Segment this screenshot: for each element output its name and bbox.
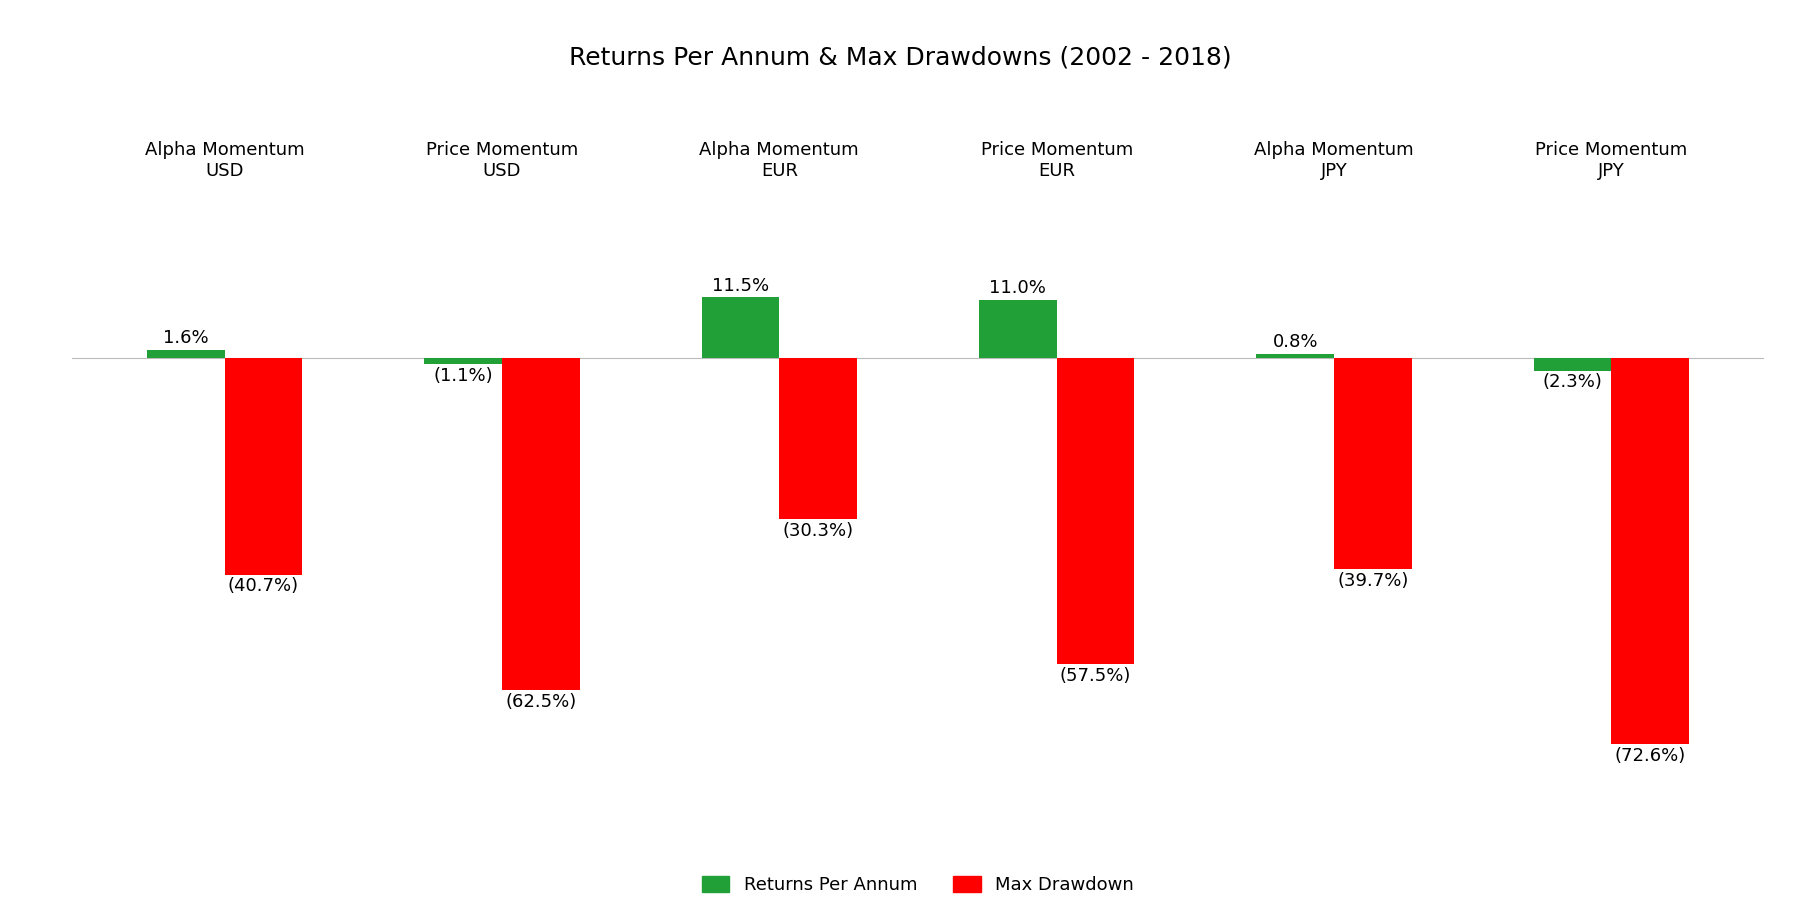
Text: (57.5%): (57.5%) [1060, 667, 1130, 685]
Text: (2.3%): (2.3%) [1543, 374, 1602, 392]
Bar [1256, 354, 1334, 358]
Bar [1534, 358, 1611, 371]
Bar [225, 358, 302, 574]
Bar [1057, 358, 1134, 664]
Legend: Returns Per Annum, Max Drawdown: Returns Per Annum, Max Drawdown [695, 868, 1141, 900]
Bar [148, 350, 225, 358]
Text: 1.6%: 1.6% [164, 329, 209, 347]
Text: Price Momentum
JPY: Price Momentum JPY [1535, 141, 1688, 180]
Text: 11.5%: 11.5% [713, 276, 769, 294]
Bar [702, 297, 779, 358]
Bar [779, 358, 857, 519]
Bar [979, 300, 1057, 358]
Bar [502, 358, 580, 690]
Text: (30.3%): (30.3%) [783, 522, 853, 540]
Bar [1334, 358, 1411, 570]
Text: (62.5%): (62.5%) [506, 693, 576, 711]
Text: Returns Per Annum & Max Drawdowns (2002 - 2018): Returns Per Annum & Max Drawdowns (2002 … [569, 45, 1231, 69]
Text: 0.8%: 0.8% [1273, 333, 1318, 351]
Text: (1.1%): (1.1%) [434, 367, 493, 385]
Text: Alpha Momentum
USD: Alpha Momentum USD [144, 141, 304, 180]
Text: (39.7%): (39.7%) [1337, 572, 1409, 590]
Bar [425, 358, 502, 365]
Text: Alpha Momentum
JPY: Alpha Momentum JPY [1255, 141, 1413, 180]
Bar [1611, 358, 1688, 744]
Text: (40.7%): (40.7%) [229, 577, 299, 595]
Text: 11.0%: 11.0% [990, 279, 1046, 297]
Text: Price Momentum
EUR: Price Momentum EUR [981, 141, 1132, 180]
Text: Price Momentum
USD: Price Momentum USD [427, 141, 578, 180]
Text: Alpha Momentum
EUR: Alpha Momentum EUR [700, 141, 859, 180]
Text: (72.6%): (72.6%) [1615, 747, 1687, 765]
